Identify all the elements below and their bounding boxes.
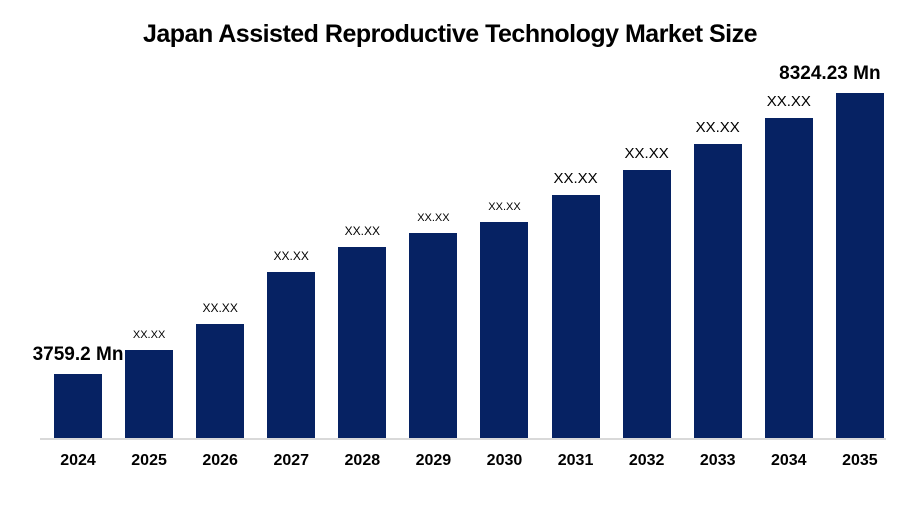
bar-2029 [409,233,458,438]
bar-column-2031: XX.XX [551,60,600,438]
bar-value-label-2027: XX.XX [273,249,309,264]
bar-2026 [196,324,245,438]
bar-value-label-2028: XX.XX [344,224,380,239]
bar-column-2034: XX.XX [764,60,813,438]
bar-value-label-2032: XX.XX [624,144,669,162]
bar-2028 [338,247,387,438]
x-axis-label-2026: 2026 [202,452,238,469]
bar-2030 [480,222,529,438]
x-axis-label-2024: 2024 [60,452,96,469]
bar-value-label-2035: 8324.23 Mn [779,63,881,85]
bar-value-label-2029: XX.XX [417,212,450,225]
x-axis-line [40,438,886,440]
years-row: 2024 2025 2026 2027 2028 2029 2030 2031 2032 2033… [54,452,884,470]
bar-column-2025: XX.XX [125,60,174,438]
bar-2024 [54,374,102,438]
bar-2027 [267,272,316,438]
bar-column-2030: XX.XX [480,60,529,438]
bar-value-label-2024: 3759.2 Mn [32,344,124,366]
bar-2032 [622,170,671,438]
bar-value-label-2030: XX.XX [488,201,521,214]
bar-column-2028: XX.XX [338,60,387,438]
x-axis-label-2030: 2030 [486,452,523,469]
bar-2035 [835,93,884,438]
chart-title: Japan Assisted Reproductive Technology M… [142,20,758,48]
x-axis-label-2034: 2034 [770,452,807,469]
x-axis-label-2032: 2032 [628,452,665,469]
x-axis-label-2033: 2033 [699,452,736,469]
bar-column-2035: 8324.23 Mn [779,60,884,438]
x-axis-label-2029: 2029 [415,452,452,469]
bar-column-2027: XX.XX [267,60,316,438]
bar-value-label-2025: XX.XX [132,329,166,342]
x-axis-label-2035: 2035 [842,452,878,469]
x-axis-label-2025: 2025 [131,452,167,469]
bar-2033 [693,144,742,438]
bar-column-2024: 3759.2 Mn [33,60,123,438]
bar-column-2029: XX.XX [409,60,458,438]
plot-area: 3759.2 Mn XX.XX XX.XX XX.XX XX.XX XX.XX XX.XX X… [33,60,884,438]
bar-value-label-2031: XX.XX [553,169,598,187]
x-axis-label-2027: 2027 [273,452,310,469]
bar-column-2033: XX.XX [693,60,742,438]
bar-2031 [551,195,600,438]
bar-column-2032: XX.XX [622,60,671,438]
bar-value-label-2033: XX.XX [695,118,740,136]
bar-2025 [125,350,174,438]
bar-2034 [764,118,813,438]
bar-value-label-2026: XX.XX [202,301,238,316]
bar-column-2026: XX.XX [196,60,245,438]
x-axis-label-2031: 2031 [557,452,594,469]
x-axis-label-2028: 2028 [344,452,381,469]
bar-value-label-2034: XX.XX [766,92,811,110]
